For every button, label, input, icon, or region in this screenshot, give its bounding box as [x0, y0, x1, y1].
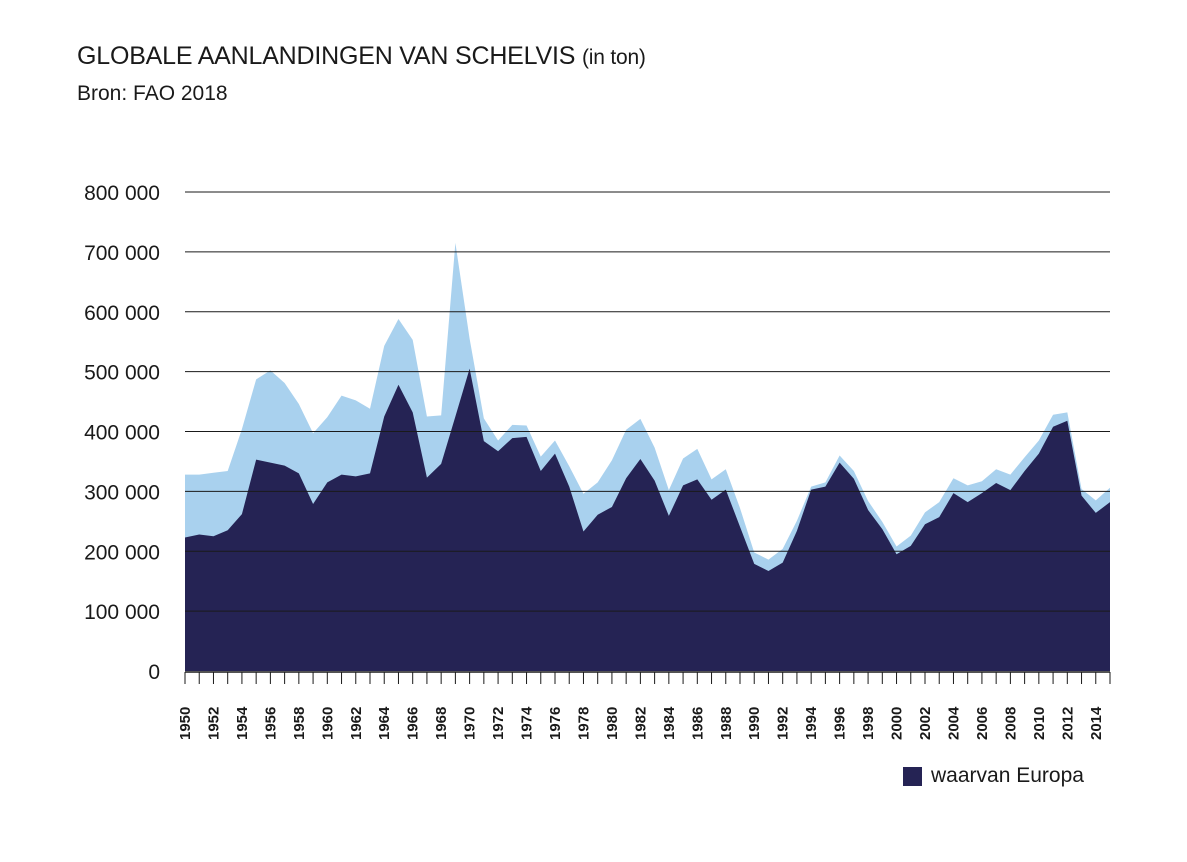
x-tick-label: 1980: [604, 707, 621, 740]
x-tick-label: 1958: [291, 707, 308, 740]
x-tick-label: 2004: [945, 706, 962, 740]
x-tick-label: 1996: [832, 707, 849, 740]
gridlines: [185, 191, 1110, 612]
y-tick-label: 500 000: [84, 362, 160, 385]
x-tick-label: 1972: [490, 707, 507, 740]
x-tick-label: 1982: [632, 707, 649, 740]
chart-title-unit: (in ton): [581, 46, 646, 69]
x-tick-label: 1962: [348, 707, 365, 740]
x-tick-label: 1994: [803, 706, 820, 740]
x-tick-label: 1960: [319, 707, 336, 740]
legend: waarvan Europa: [903, 764, 1084, 788]
x-tick-label: 1970: [462, 707, 479, 740]
y-tick-label: 600 000: [84, 302, 160, 325]
x-tick-label: 1998: [860, 707, 877, 740]
x-tick-label: 1974: [519, 706, 536, 740]
x-tick-label: 2002: [917, 707, 934, 740]
x-tick-label: 1986: [689, 707, 706, 740]
x-tick-label: 1954: [234, 706, 251, 740]
x-tick-label: 1952: [205, 707, 222, 740]
x-axis: 1950 1952 1954 1956 1958 1960 1962 1964 1966 1968…: [177, 671, 1111, 740]
x-tick-label: 1976: [547, 707, 564, 740]
chart-title-text: GLOBALE AANLANDINGEN VAN SCHELVIS: [77, 42, 576, 70]
legend-swatch-europa: [903, 766, 922, 786]
y-tick-label: 300 000: [84, 481, 160, 504]
x-tick-label: 1978: [575, 707, 592, 740]
y-tick-label: 800 000: [84, 182, 160, 205]
x-tick-label: 2000: [889, 707, 906, 740]
y-tick-label: 700 000: [84, 242, 160, 265]
x-tick-label: 2014: [1088, 706, 1105, 740]
x-tick-label: 2010: [1031, 707, 1048, 740]
x-tick-label: 1956: [262, 707, 279, 740]
y-tick-label: 0: [148, 661, 160, 684]
x-tick-label: 1968: [433, 707, 450, 740]
chart-subtitle: Bron: FAO 2018: [77, 82, 228, 105]
y-axis-tick-labels: 0 100 000 200 000 300 000 400 000 500 000 600 …: [84, 182, 160, 684]
y-tick-label: 200 000: [84, 541, 160, 564]
x-tick-label: 2006: [974, 707, 991, 740]
chart-areas: [185, 242, 1110, 671]
x-tick-label: 1990: [746, 707, 763, 740]
x-tick-label: 2012: [1059, 707, 1076, 740]
x-tick-label: 2008: [1002, 707, 1019, 740]
x-tick-label: 1984: [661, 706, 678, 740]
x-tick-label: 1966: [405, 707, 422, 740]
area-europe-landings: [185, 368, 1110, 671]
x-tick-label: 1950: [177, 707, 194, 740]
x-tick-label: 1964: [376, 706, 393, 740]
chart-title: GLOBALE AANLANDINGEN VAN SCHELVIS (in to…: [77, 42, 646, 71]
y-tick-label: 400 000: [84, 422, 160, 445]
x-tick-label: 1992: [775, 707, 792, 740]
x-tick-label: 1988: [718, 707, 735, 740]
legend-label-europa: waarvan Europa: [931, 764, 1084, 787]
y-tick-label: 100 000: [84, 601, 160, 624]
